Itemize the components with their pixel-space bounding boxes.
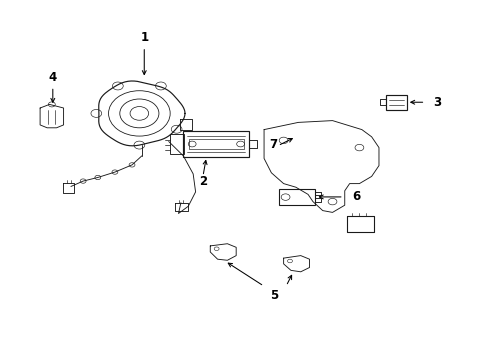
Text: 7: 7	[268, 138, 276, 150]
Bar	[169, 134, 184, 154]
Bar	[189, 139, 243, 149]
Text: 1: 1	[140, 31, 148, 44]
Text: 6: 6	[351, 190, 359, 203]
Bar	[278, 189, 315, 205]
Bar	[386, 95, 406, 110]
Bar	[183, 131, 249, 157]
Text: 4: 4	[49, 71, 57, 84]
Text: 5: 5	[269, 289, 277, 302]
Text: 2: 2	[199, 175, 206, 188]
Text: 3: 3	[433, 96, 441, 109]
